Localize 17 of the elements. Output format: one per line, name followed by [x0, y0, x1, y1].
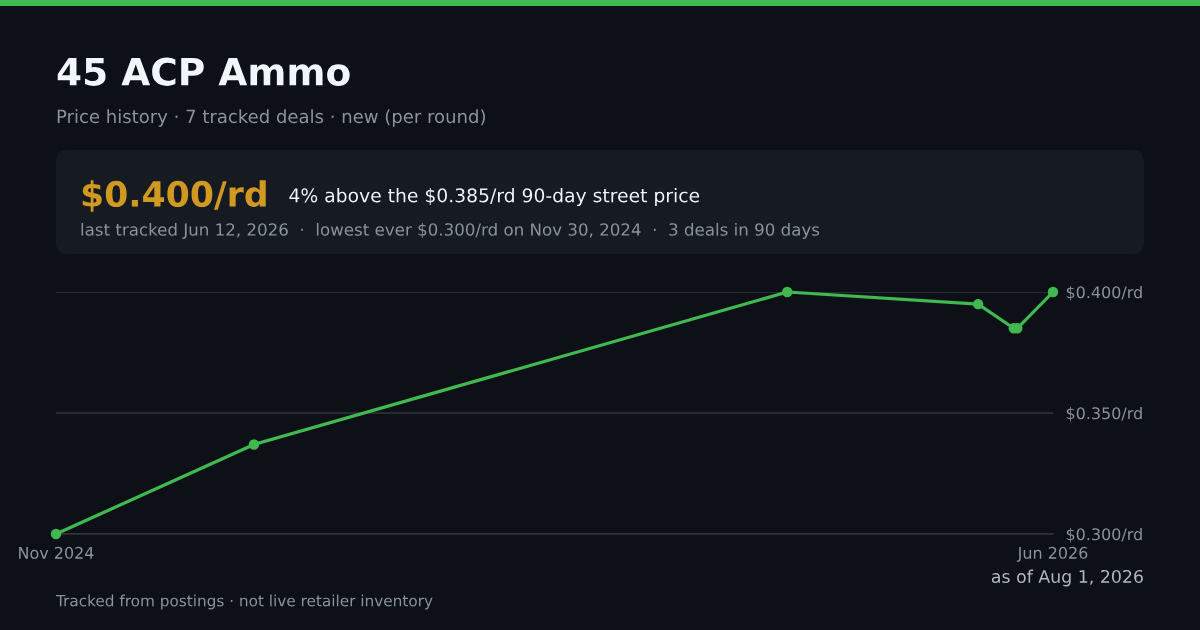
point	[782, 286, 793, 298]
text: as of Aug 1, 2026	[991, 569, 1143, 587]
point	[248, 439, 260, 450]
y-tick-label: $0.400/rd	[1066, 285, 1142, 301]
y-tick-label: $0.300/rd	[1066, 527, 1142, 543]
text: 4% above the $0.385/rd 90-day street price	[289, 187, 700, 207]
y-tick-label: $0.350/rd	[1066, 406, 1142, 422]
x-tick-label: Jun 2026	[1016, 546, 1088, 562]
text: Tracked from postings · not live retailer inventory	[55, 594, 433, 610]
text: $0.400/rd	[82, 180, 266, 212]
chart-title: 45 ACP Ammo	[57, 57, 350, 86]
point	[972, 298, 984, 310]
x-tick-label: Nov 2024	[19, 546, 94, 559]
point	[1047, 286, 1059, 298]
point	[50, 528, 62, 540]
chart-subtitle: Price history · 7 tracked deals · new (per round)	[57, 109, 485, 127]
text: last tracked Jun 12, 2026 · lowest ever $0.300/rd on Nov 30, 2024 · 3 deals in 90 days	[81, 222, 820, 240]
